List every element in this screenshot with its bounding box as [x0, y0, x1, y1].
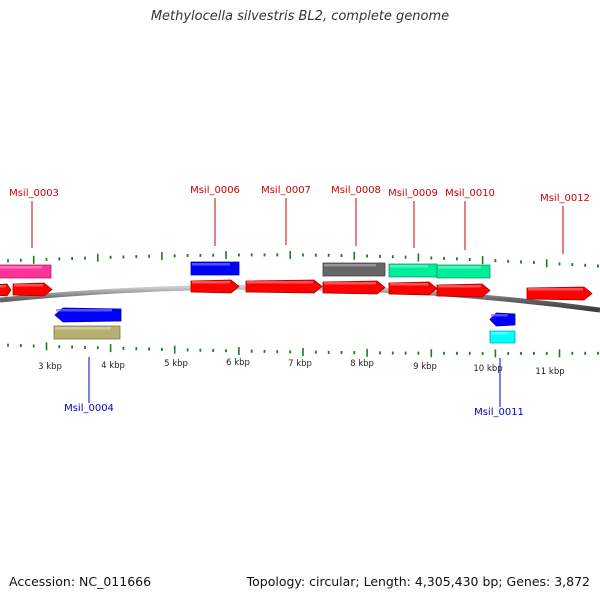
gene-feature-highlight	[491, 314, 508, 317]
genome-title: Methylocella silvestris BL2, complete ge…	[150, 9, 450, 24]
scale-label: 9 kbp	[413, 362, 437, 372]
gene-label: Msil_0008	[331, 185, 381, 196]
gene-feature-highlight	[247, 281, 313, 284]
tick-marks	[7, 250, 599, 358]
gene-feature-highlight	[55, 327, 111, 330]
scale-label: 11 kbp	[535, 367, 564, 377]
gene-label: Msil_0003	[9, 188, 59, 199]
gene-feature-highlight	[528, 288, 583, 291]
gene-feature-highlight	[491, 332, 508, 335]
scale-label: 5 kbp	[164, 359, 188, 369]
scale-labels: 3 kbp 4 kbp 5 kbp 6 kbp 7 kbp 8 kbp 9 kbp 10 kb…	[38, 358, 565, 377]
gene-label: Msil_0011	[474, 407, 524, 418]
gene-label: Msil_0009	[388, 188, 438, 199]
scale-label: 7 kbp	[288, 359, 312, 369]
gene-feature-highlight	[390, 283, 428, 286]
gene-label: Msil_0004	[64, 403, 114, 414]
gene-feature-highlight	[438, 266, 481, 269]
label-leaders	[31, 198, 564, 407]
scale-label: 6 kbp	[226, 358, 250, 368]
genome-stats-label: Topology: circular; Length: 4,305,430 bp…	[246, 574, 590, 589]
gene-features	[0, 261, 593, 344]
gene-feature-highlight	[324, 264, 376, 267]
gene-label: Msil_0006	[190, 185, 240, 196]
gene-feature-highlight	[14, 284, 43, 287]
accession-label: Accession: NC_011666	[9, 574, 152, 589]
gene-labels: Msil_0003 Msil_0004 Msil_0006 Msil_0007 Msil…	[9, 185, 590, 418]
gene-label: Msil_0007	[261, 185, 311, 196]
gene-feature-highlight	[192, 263, 230, 266]
gene-feature-highlight	[0, 285, 6, 288]
gene-label: Msil_0010	[445, 188, 495, 199]
gene-feature-highlight	[438, 285, 481, 288]
scale-label: 8 kbp	[350, 359, 374, 369]
gene-feature-highlight	[390, 265, 428, 268]
gene-feature-highlight	[192, 281, 230, 284]
gene-feature-highlight	[0, 266, 42, 269]
gene-feature-highlight	[324, 282, 376, 285]
scale-label: 4 kbp	[101, 361, 125, 371]
scale-label: 3 kbp	[38, 362, 62, 372]
gene-feature-highlight	[56, 309, 112, 312]
scale-label: 10 kbp	[473, 364, 502, 374]
gene-label: Msil_0012	[540, 193, 590, 204]
